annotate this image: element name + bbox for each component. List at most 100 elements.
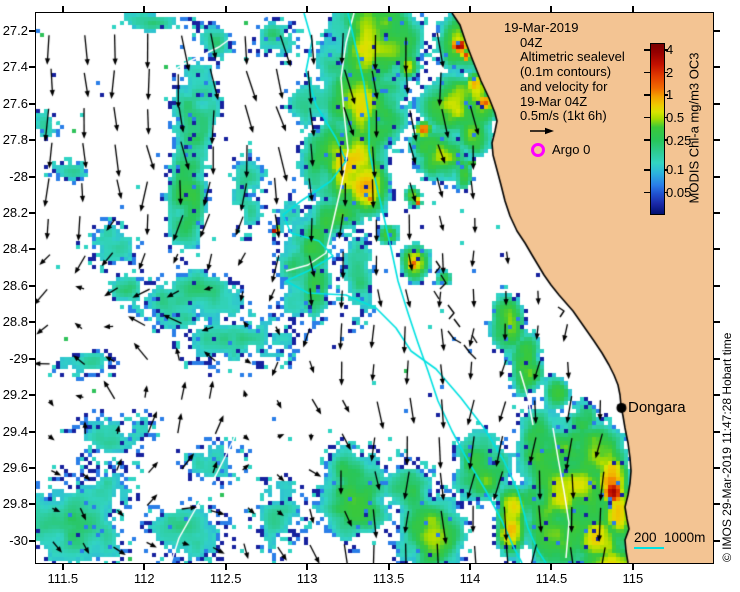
x-tick-label: 114.5 [535, 571, 568, 586]
x-tick-bottom [224, 563, 227, 570]
y-tick-right [713, 102, 720, 105]
y-tick-label: 29.8 [2, 496, 28, 512]
colorbar-tick [664, 191, 668, 194]
title-line-3: (0.1m contours) [520, 64, 612, 80]
x-tick-label: 112 [133, 571, 155, 586]
map-title-block: 19-Mar-2019 04Z Altimetric sealevel (0.1m … [504, 20, 625, 124]
colorbar-tick-label: 0.1 [666, 162, 685, 178]
title-line-6: 0.5m/s (1kt 6h) [520, 108, 607, 124]
copyright-text: © IMOS 29-Mar-2019 11:47:28 Hobart time [720, 332, 734, 562]
y-tick-label: 28.8 [2, 314, 28, 330]
title-line-4: and velocity for [520, 78, 608, 94]
x-tick-bottom [387, 563, 390, 570]
colorbar-tick-label: 0.05 [666, 184, 692, 200]
colorbar-tick-label: 4 [666, 42, 674, 58]
y-tick-right [713, 248, 720, 251]
title-line-5: 19-Mar 04Z [520, 93, 588, 109]
depth-contour-sample-line [634, 547, 664, 549]
y-tick-right [713, 139, 720, 142]
x-tick-bottom [143, 563, 146, 570]
y-tick-right [713, 30, 720, 33]
x-tick-bottom [631, 563, 634, 570]
y-tick-right [713, 466, 720, 469]
argo-label: Argo 0 [552, 142, 591, 157]
y-tick-label: 29.6 [2, 459, 28, 475]
y-tick-left [29, 139, 36, 142]
title-line-1: 04Z [520, 34, 543, 50]
y-tick-right [713, 357, 720, 360]
colorbar-tick [644, 139, 650, 141]
x-tick-label: 114 [459, 571, 481, 586]
x-tick-bottom [469, 563, 472, 570]
y-tick-label: -28 [9, 168, 28, 184]
reference-velocity-arrow-icon [530, 127, 554, 135]
depth-200-label: 200 [634, 530, 657, 545]
x-tick-label: 111.5 [47, 571, 79, 586]
colorbar-tick [644, 191, 650, 194]
colorbar-tick [664, 71, 668, 74]
x-tick-top [306, 6, 309, 13]
y-tick-left [29, 430, 36, 433]
y-tick-right [713, 539, 720, 542]
x-tick-bottom [61, 563, 64, 570]
x-tick-bottom [550, 563, 553, 570]
y-tick-left [29, 212, 36, 215]
title-line-2: Altimetric sealevel [520, 49, 625, 65]
y-tick-label: 27.6 [2, 95, 28, 111]
colorbar-tick [644, 94, 650, 96]
x-tick-top [61, 6, 64, 13]
colorbar-tick [644, 49, 650, 51]
y-tick-label: 29.4 [2, 423, 28, 439]
y-tick-label: -30 [9, 532, 28, 548]
colorbar-tick-label: 1 [666, 87, 674, 103]
y-tick-left [29, 284, 36, 287]
colorbar-tick [664, 94, 668, 96]
title-date: 19-Mar-2019 [504, 20, 579, 35]
colorbar-tick [664, 169, 668, 171]
colorbar [650, 43, 665, 215]
argo-legend: Argo 0 [531, 142, 590, 157]
colorbar-tick [664, 116, 668, 119]
x-tick-top [631, 6, 634, 13]
colorbar-tick-label: 0.5 [666, 110, 685, 126]
x-tick-top [224, 6, 227, 13]
depth-contour-legend: 200 1000m [634, 530, 705, 545]
y-tick-right [713, 66, 720, 69]
colorbar-tick [644, 169, 650, 171]
y-tick-label: 29.2 [2, 387, 28, 403]
y-tick-left [29, 503, 36, 506]
y-tick-left [29, 248, 36, 251]
colorbar-tick [664, 49, 668, 51]
colorbar-tick [644, 71, 650, 74]
y-tick-right [713, 212, 720, 215]
y-tick-left [29, 30, 36, 33]
y-tick-left [29, 66, 36, 69]
y-tick-left [29, 357, 36, 360]
argo-float-icon [531, 142, 545, 157]
y-tick-label: -29 [9, 350, 28, 366]
y-tick-label: 28.4 [2, 241, 28, 257]
y-tick-left [29, 175, 36, 178]
x-tick-bottom [306, 563, 309, 570]
x-tick-label: 113 [296, 571, 318, 586]
colorbar-tick [664, 139, 668, 141]
colorbar-tick [644, 116, 650, 119]
y-tick-left [29, 539, 36, 542]
x-tick-label: 112.5 [209, 571, 242, 586]
x-tick-top [143, 6, 146, 13]
y-tick-label: 28.2 [2, 205, 28, 221]
y-tick-right [713, 321, 720, 324]
y-tick-right [713, 284, 720, 287]
y-tick-right [713, 394, 720, 397]
x-tick-top [469, 6, 472, 13]
y-tick-label: 28.6 [2, 277, 28, 293]
colorbar-tick-label: 0.25 [666, 132, 692, 148]
y-tick-left [29, 102, 36, 105]
x-tick-top [387, 6, 390, 13]
y-tick-right [713, 175, 720, 178]
colorbar-tick-label: 2 [666, 64, 674, 80]
y-tick-label: 27.4 [2, 59, 28, 75]
y-tick-label: 27.2 [2, 23, 28, 39]
map-canvas [36, 13, 713, 563]
